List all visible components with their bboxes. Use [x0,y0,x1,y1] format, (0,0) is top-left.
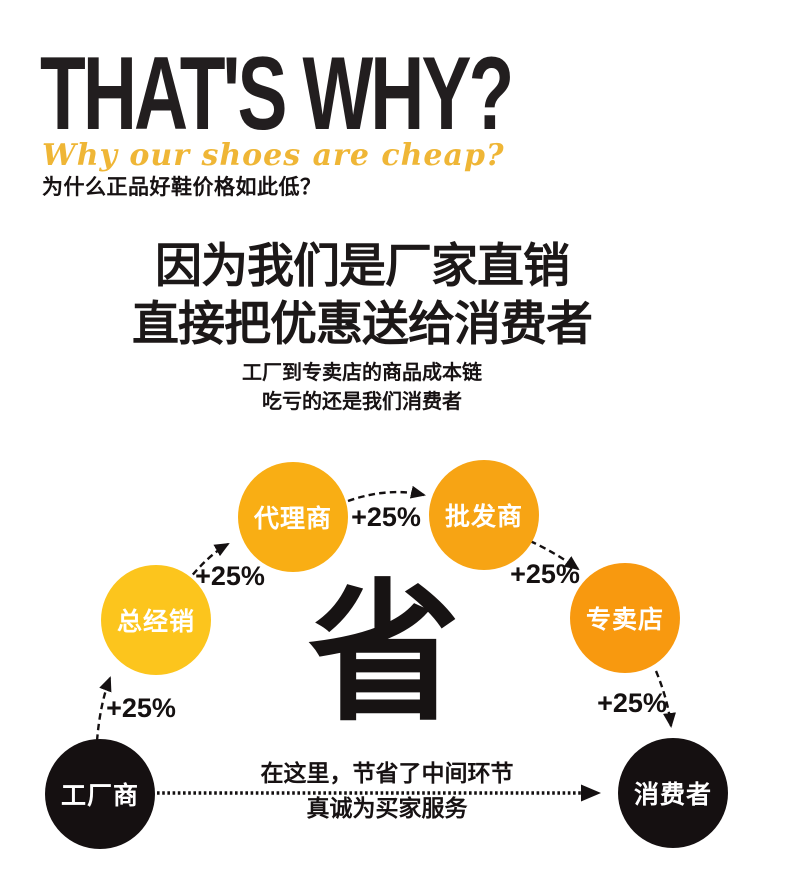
node-retail-store: 专卖店 [570,563,680,673]
node-agent: 代理商 [238,462,348,572]
node-consumer-label: 消费者 [633,781,712,809]
subheadline-line-1: 工厂到专卖店的商品成本链 [242,362,482,384]
tagline-english: Why our shoes are cheap? [42,138,505,173]
subheadline-line-2: 吃亏的还是我们消费者 [262,391,462,413]
arrow-factory-to-distributor [95,676,112,742]
markup-label-wholesaler-store: +25% [510,559,580,589]
headline-line-1: 因为我们是厂家直销 [155,239,570,292]
node-agent-label: 代理商 [253,505,332,533]
arrow-store-to-consumer [654,670,676,728]
node-retail-store-label: 专卖店 [585,606,664,634]
page-title: THAT'S WHY? [40,36,514,152]
tagline-chinese: 为什么正品好鞋价格如此低？ [42,176,322,199]
node-wholesaler: 批发商 [429,460,539,570]
node-factory-label: 工厂商 [60,782,139,810]
node-general-distributor: 总经销 [101,565,211,675]
markup-label-store-consumer: +25% [597,688,667,718]
markup-label-distributor-agent: +25% [195,561,265,591]
markup-label-factory-distributor: +25% [106,693,176,723]
markup-label-agent-wholesaler: +25% [351,502,421,532]
node-consumer: 消费者 [618,738,728,848]
save-character: 省 [308,569,460,739]
node-wholesaler-label: 批发商 [444,503,523,531]
headline-line-2: 直接把优惠送给消费者 [132,297,593,350]
direct-note-line-1: 在这里，节省了中间环节 [260,760,514,786]
direct-note-line-2: 真诚为买家服务 [306,795,468,821]
arrow-wholesaler-to-store [529,539,580,571]
node-factory: 工厂商 [45,739,155,849]
arrow-agent-to-wholesaler [347,485,426,503]
node-general-distributor-label: 总经销 [116,608,195,636]
